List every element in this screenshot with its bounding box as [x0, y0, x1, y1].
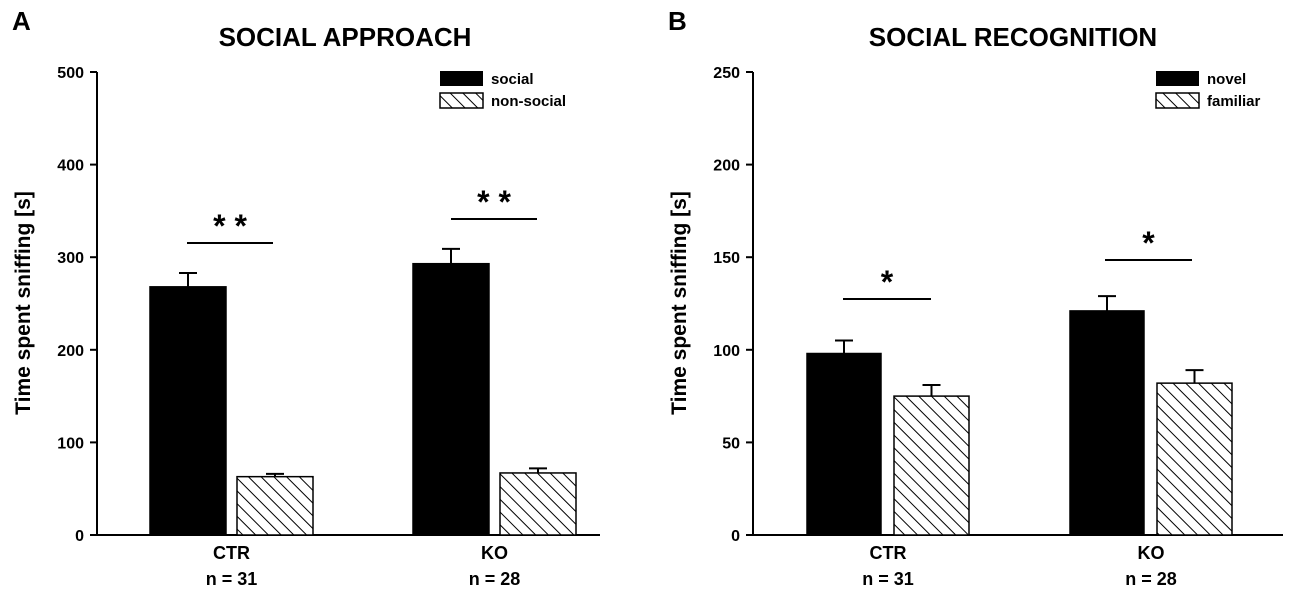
- legend-swatch-social: [440, 71, 483, 86]
- legend-label-non-social: non-social: [491, 93, 566, 110]
- legend-label-novel: novel: [1207, 71, 1246, 88]
- panel-b-bars: [806, 295, 1233, 536]
- panel-a-letter: A: [12, 6, 31, 36]
- panel-b-category-label: KO: [1138, 543, 1165, 563]
- panel-a-bar-non-social-ko: [499, 472, 577, 536]
- panel-b-significance: **: [843, 225, 1192, 300]
- legend-swatch-familiar: [1155, 92, 1200, 109]
- panel-a-categories: CTR n = 31 KO n = 28: [206, 543, 521, 589]
- panel-b-bar-familiar-ko: [1156, 382, 1233, 536]
- panel-b-y-axis-label: Time spent sniffing [s]: [668, 191, 691, 415]
- panel-a-sample-size: n = 31: [206, 569, 258, 589]
- panel-a-y-tick-label: 300: [57, 250, 84, 267]
- panel-a-y-ticks: 0 100 200 300 400 500: [57, 65, 97, 545]
- panel-a-y-tick-label: 200: [57, 343, 84, 360]
- panel-a-significance-stars: * *: [477, 184, 511, 220]
- panel-a-category-label: KO: [481, 543, 508, 563]
- panel-a-title: SOCIAL APPROACH: [219, 22, 472, 52]
- panel-a-significance-stars: * *: [213, 208, 247, 244]
- legend-swatch-novel: [1156, 71, 1199, 86]
- panel-a-y-tick-label: 100: [57, 435, 84, 452]
- panel-a-bars: [149, 247, 577, 536]
- panel-a-legend: social non-social: [439, 71, 566, 110]
- panel-a-category-label: CTR: [213, 543, 250, 563]
- panel-b-category-label: CTR: [870, 543, 907, 563]
- panel-b-bar-novel-ctr: [806, 352, 882, 536]
- panel-b-y-tick-label: 250: [713, 65, 740, 82]
- panel-b-letter: B: [668, 6, 687, 36]
- legend-label-social: social: [491, 71, 534, 88]
- panel-b-title: SOCIAL RECOGNITION: [869, 22, 1157, 52]
- panel-b-significance-stars: *: [1142, 225, 1155, 261]
- legend-swatch-non-social: [439, 92, 484, 109]
- panel-b-chart: B SOCIAL RECOGNITION Time spent sniffing…: [668, 6, 1283, 589]
- legend-label-familiar: familiar: [1207, 93, 1261, 110]
- panel-b-sample-size: n = 31: [862, 569, 914, 589]
- panel-a-y-tick-label: 500: [57, 65, 84, 82]
- panel-a-bar-non-social-ctr: [236, 475, 314, 536]
- panel-a-chart: A SOCIAL APPROACH Time spent sniffing [s…: [12, 6, 600, 589]
- panel-b-y-tick-label: 200: [713, 158, 740, 175]
- panel-b-y-tick-label: 100: [713, 343, 740, 360]
- panel-b-y-tick-label: 0: [731, 528, 740, 545]
- panel-b-y-tick-label: 50: [722, 435, 740, 452]
- panel-b-significance-stars: *: [881, 264, 894, 300]
- panel-a-bar-social-ko: [412, 262, 490, 536]
- panel-b-y-ticks: 0 50 100 150 200 250: [713, 65, 753, 545]
- panel-b-y-tick-label: 150: [713, 250, 740, 267]
- panel-a-sample-size: n = 28: [469, 569, 521, 589]
- panel-a-y-tick-label: 400: [57, 158, 84, 175]
- panel-b-categories: CTR n = 31 KO n = 28: [862, 543, 1177, 589]
- panel-b-bar-familiar-ctr: [893, 395, 970, 536]
- panel-b-bar-novel-ko: [1069, 310, 1145, 536]
- panel-a-bar-social-ctr: [149, 286, 227, 536]
- panel-a-y-tick-label: 0: [75, 528, 84, 545]
- panel-b-sample-size: n = 28: [1125, 569, 1177, 589]
- panel-b-legend: novel familiar: [1155, 71, 1261, 110]
- panel-a-significance: * * * *: [187, 184, 537, 244]
- panel-a-y-axis-label: Time spent sniffing [s]: [12, 191, 35, 415]
